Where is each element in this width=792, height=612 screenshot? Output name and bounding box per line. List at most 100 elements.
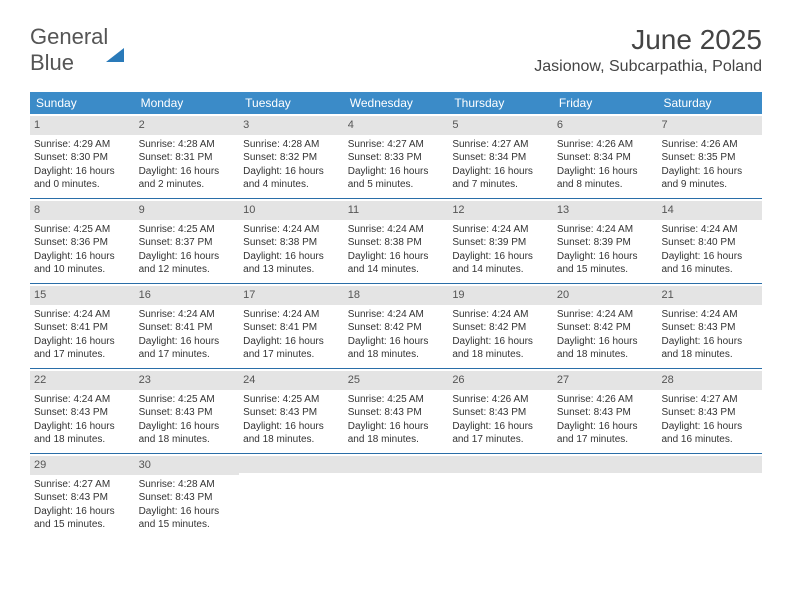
- day-details: Sunrise: 4:27 AMSunset: 8:34 PMDaylight:…: [452, 138, 549, 192]
- dow-friday: Friday: [553, 92, 658, 114]
- day-number: 17: [239, 286, 344, 305]
- day-number: 30: [135, 456, 240, 475]
- day-details: Sunrise: 4:24 AMSunset: 8:38 PMDaylight:…: [348, 223, 445, 277]
- day-number: 27: [553, 371, 658, 390]
- day-empty: [553, 454, 658, 538]
- day-number: 21: [657, 286, 762, 305]
- day-11: 11 Sunrise: 4:24 AMSunset: 8:38 PMDayligh…: [344, 199, 449, 283]
- day-details: Sunrise: 4:24 AMSunset: 8:39 PMDaylight:…: [452, 223, 549, 277]
- month-title: June 2025: [534, 24, 762, 56]
- title-block: June 2025 Jasionow, Subcarpathia, Poland: [534, 24, 762, 76]
- day-details: Sunrise: 4:27 AMSunset: 8:33 PMDaylight:…: [348, 138, 445, 192]
- day-details: Sunrise: 4:25 AMSunset: 8:36 PMDaylight:…: [34, 223, 131, 277]
- day-4: 4 Sunrise: 4:27 AMSunset: 8:33 PMDaylight…: [344, 114, 449, 198]
- day-details: Sunrise: 4:24 AMSunset: 8:43 PMDaylight:…: [661, 308, 758, 362]
- day-number: 4: [344, 116, 449, 135]
- day-empty: [657, 454, 762, 538]
- day-3: 3 Sunrise: 4:28 AMSunset: 8:32 PMDaylight…: [239, 114, 344, 198]
- day-number: [239, 456, 344, 473]
- logo-word2: Blue: [30, 50, 74, 75]
- dow-wednesday: Wednesday: [344, 92, 449, 114]
- day-9: 9Sunrise: 4:25 AMSunset: 8:37 PMDaylight…: [135, 199, 240, 283]
- day-number: 14: [657, 201, 762, 220]
- day-details: Sunrise: 4:28 AMSunset: 8:32 PMDaylight:…: [243, 138, 340, 192]
- day-20: 20 Sunrise: 4:24 AMSunset: 8:42 PMDayligh…: [553, 284, 658, 368]
- day-number: 23: [135, 371, 240, 390]
- day-29: 29 Sunrise: 4:27 AMSunset: 8:43 PMDayligh…: [30, 454, 135, 538]
- day-details: Sunrise: 4:24 AMSunset: 8:42 PMDaylight:…: [348, 308, 445, 362]
- day-number: 11: [344, 201, 449, 220]
- day-empty: [448, 454, 553, 538]
- week-row: 8 Sunrise: 4:25 AMSunset: 8:36 PMDaylight…: [30, 199, 762, 284]
- day-25: 25Sunrise: 4:25 AMSunset: 8:43 PMDayligh…: [344, 369, 449, 453]
- day-details: Sunrise: 4:24 AMSunset: 8:41 PMDaylight:…: [34, 308, 131, 362]
- logo-word1: General: [30, 24, 108, 49]
- day-details: Sunrise: 4:24 AMSunset: 8:42 PMDaylight:…: [452, 308, 549, 362]
- header: General Blue June 2025 Jasionow, Subcarp…: [0, 0, 792, 84]
- day-30: 30Sunrise: 4:28 AMSunset: 8:43 PMDayligh…: [135, 454, 240, 538]
- day-number: 9: [135, 201, 240, 220]
- day-14: 14 Sunrise: 4:24 AMSunset: 8:40 PMDayligh…: [657, 199, 762, 283]
- day-details: Sunrise: 4:24 AMSunset: 8:39 PMDaylight:…: [557, 223, 654, 277]
- day-21: 21 Sunrise: 4:24 AMSunset: 8:43 PMDayligh…: [657, 284, 762, 368]
- day-number: 10: [239, 201, 344, 220]
- day-13: 13 Sunrise: 4:24 AMSunset: 8:39 PMDayligh…: [553, 199, 658, 283]
- day-number: 7: [657, 116, 762, 135]
- day-number: 16: [135, 286, 240, 305]
- day-number: 25: [344, 371, 449, 390]
- day-number: 6: [553, 116, 658, 135]
- day-7: 7 Sunrise: 4:26 AMSunset: 8:35 PMDaylight…: [657, 114, 762, 198]
- day-number: 26: [448, 371, 553, 390]
- day-number: 8: [30, 201, 135, 220]
- day-15: 15Sunrise: 4:24 AMSunset: 8:41 PMDayligh…: [30, 284, 135, 368]
- day-6: 6 Sunrise: 4:26 AMSunset: 8:34 PMDaylight…: [553, 114, 658, 198]
- day-number: 18: [344, 286, 449, 305]
- day-12: 12 Sunrise: 4:24 AMSunset: 8:39 PMDayligh…: [448, 199, 553, 283]
- calendar: SundayMondayTuesdayWednesdayThursdayFrid…: [30, 92, 762, 538]
- logo: General Blue: [30, 24, 124, 76]
- day-number: 20: [553, 286, 658, 305]
- day-28: 28Sunrise: 4:27 AMSunset: 8:43 PMDayligh…: [657, 369, 762, 453]
- day-number: 19: [448, 286, 553, 305]
- day-details: Sunrise: 4:27 AMSunset: 8:43 PMDaylight:…: [34, 478, 131, 532]
- location: Jasionow, Subcarpathia, Poland: [534, 58, 762, 76]
- day-26: 26Sunrise: 4:26 AMSunset: 8:43 PMDayligh…: [448, 369, 553, 453]
- day-details: Sunrise: 4:28 AMSunset: 8:31 PMDaylight:…: [139, 138, 236, 192]
- day-number: 3: [239, 116, 344, 135]
- day-details: Sunrise: 4:26 AMSunset: 8:35 PMDaylight:…: [661, 138, 758, 192]
- dow-monday: Monday: [135, 92, 240, 114]
- day-number: [553, 456, 658, 473]
- day-number: 29: [30, 456, 135, 475]
- day-number: 22: [30, 371, 135, 390]
- logo-text: General Blue: [30, 24, 124, 76]
- day-8: 8 Sunrise: 4:25 AMSunset: 8:36 PMDaylight…: [30, 199, 135, 283]
- day-details: Sunrise: 4:26 AMSunset: 8:43 PMDaylight:…: [557, 393, 654, 447]
- day-empty: [344, 454, 449, 538]
- day-24: 24 Sunrise: 4:25 AMSunset: 8:43 PMDayligh…: [239, 369, 344, 453]
- day-number: 28: [657, 371, 762, 390]
- week-row: 29 Sunrise: 4:27 AMSunset: 8:43 PMDayligh…: [30, 454, 762, 538]
- day-details: Sunrise: 4:25 AMSunset: 8:43 PMDaylight:…: [243, 393, 340, 447]
- day-16: 16Sunrise: 4:24 AMSunset: 8:41 PMDayligh…: [135, 284, 240, 368]
- day-details: Sunrise: 4:24 AMSunset: 8:42 PMDaylight:…: [557, 308, 654, 362]
- logo-triangle-icon: [106, 31, 124, 62]
- week-row: 15Sunrise: 4:24 AMSunset: 8:41 PMDayligh…: [30, 284, 762, 369]
- dow-row: SundayMondayTuesdayWednesdayThursdayFrid…: [30, 92, 762, 114]
- day-17: 17Sunrise: 4:24 AMSunset: 8:41 PMDayligh…: [239, 284, 344, 368]
- day-details: Sunrise: 4:24 AMSunset: 8:43 PMDaylight:…: [34, 393, 131, 447]
- day-18: 18 Sunrise: 4:24 AMSunset: 8:42 PMDayligh…: [344, 284, 449, 368]
- day-number: 24: [239, 371, 344, 390]
- dow-sunday: Sunday: [30, 92, 135, 114]
- day-details: Sunrise: 4:24 AMSunset: 8:40 PMDaylight:…: [661, 223, 758, 277]
- day-details: Sunrise: 4:26 AMSunset: 8:34 PMDaylight:…: [557, 138, 654, 192]
- day-number: 13: [553, 201, 658, 220]
- dow-thursday: Thursday: [448, 92, 553, 114]
- day-number: [657, 456, 762, 473]
- day-23: 23Sunrise: 4:25 AMSunset: 8:43 PMDayligh…: [135, 369, 240, 453]
- day-empty: [239, 454, 344, 538]
- day-number: 12: [448, 201, 553, 220]
- day-number: 2: [135, 116, 240, 135]
- day-22: 22 Sunrise: 4:24 AMSunset: 8:43 PMDayligh…: [30, 369, 135, 453]
- day-5: 5Sunrise: 4:27 AMSunset: 8:34 PMDaylight…: [448, 114, 553, 198]
- day-2: 2 Sunrise: 4:28 AMSunset: 8:31 PMDaylight…: [135, 114, 240, 198]
